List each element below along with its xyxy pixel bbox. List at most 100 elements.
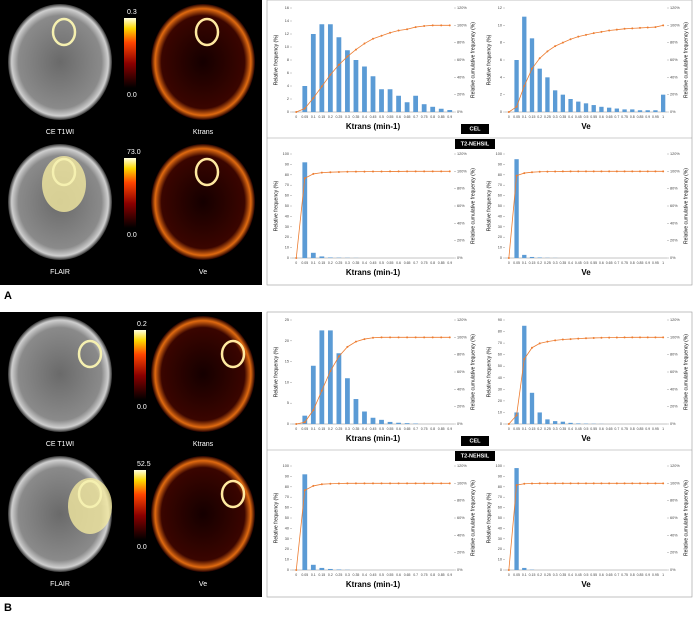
cumulative-point bbox=[554, 482, 557, 485]
x-tick-label: 0.1 bbox=[522, 115, 527, 119]
x-tick-label: 0.75 bbox=[421, 261, 428, 265]
x-tick-label: 0.65 bbox=[404, 427, 411, 431]
x-tick-label: 0.25 bbox=[335, 573, 342, 577]
bar bbox=[568, 99, 573, 112]
cumulative-point bbox=[585, 337, 587, 340]
image-label: CE T1WI bbox=[46, 129, 74, 136]
y2-tick-label: 80% bbox=[457, 499, 465, 503]
x-tick-label: 0.6 bbox=[599, 261, 604, 265]
y2-tick-label: 0% bbox=[670, 256, 676, 260]
cumulative-point bbox=[546, 170, 549, 173]
bar bbox=[447, 110, 453, 112]
bar bbox=[637, 110, 643, 112]
bar bbox=[319, 24, 325, 112]
x-tick-label: 0.3 bbox=[345, 261, 350, 265]
bar bbox=[327, 257, 333, 258]
bar bbox=[552, 90, 558, 112]
cumulative-point bbox=[577, 170, 580, 173]
cumulative-point bbox=[662, 24, 665, 27]
bar bbox=[319, 330, 325, 424]
bar bbox=[387, 421, 393, 424]
y-axis-label: Relative frequency (%) bbox=[273, 34, 279, 85]
x-tick-label: 1 bbox=[662, 261, 664, 265]
y-tick-label: 20 bbox=[285, 547, 289, 551]
y-tick-label: 70 bbox=[498, 183, 502, 187]
x-tick-label: 0.15 bbox=[529, 115, 536, 119]
y2-tick-label: 120% bbox=[670, 464, 680, 468]
cumulative-point bbox=[448, 24, 451, 27]
bar bbox=[522, 16, 527, 113]
panel-label: A bbox=[4, 290, 12, 302]
colorbar-max: 0.3 bbox=[127, 9, 137, 16]
region-box bbox=[461, 436, 489, 446]
cumulative-point bbox=[507, 257, 510, 259]
x-tick-label: 0.8 bbox=[630, 427, 635, 431]
x-tick-label: 0.2 bbox=[537, 427, 542, 431]
x-tick-label: 0 bbox=[295, 427, 297, 431]
y-tick-label: 50 bbox=[498, 516, 502, 520]
x-tick-label: 0.15 bbox=[529, 573, 536, 577]
x-tick-label: 0 bbox=[508, 261, 510, 265]
cumulative-point bbox=[320, 483, 323, 486]
colorbar bbox=[134, 470, 146, 540]
bar bbox=[421, 104, 427, 112]
lesion bbox=[220, 479, 246, 509]
bar bbox=[319, 256, 325, 258]
x-tick-label: 0.65 bbox=[606, 573, 613, 577]
cumulative-point bbox=[531, 346, 533, 349]
cumulative-point bbox=[538, 482, 541, 485]
y-tick-label: 5 bbox=[287, 401, 289, 405]
cumulative-point bbox=[406, 482, 409, 485]
x-tick-label: 0.6 bbox=[599, 573, 604, 577]
y-tick-label: 20 bbox=[498, 547, 502, 551]
lesion bbox=[51, 157, 77, 187]
bar bbox=[336, 37, 342, 112]
colorbar-min: 0.0 bbox=[137, 404, 147, 411]
x-tick-label: 0.2 bbox=[537, 261, 542, 265]
x-tick-label: 0.55 bbox=[590, 573, 597, 577]
cumulative-point bbox=[423, 336, 426, 339]
cumulative-point bbox=[523, 172, 526, 175]
bar bbox=[545, 419, 550, 424]
image-label: FLAIR bbox=[50, 581, 70, 588]
y-tick-label: 25 bbox=[285, 318, 289, 322]
x-tick-label: 0.55 bbox=[590, 427, 597, 431]
x-tick-label: 0.25 bbox=[544, 261, 551, 265]
cumulative-point bbox=[346, 55, 349, 58]
y2-tick-label: 20% bbox=[670, 239, 678, 243]
parametric-map bbox=[151, 456, 255, 572]
cumulative-point bbox=[397, 336, 400, 339]
y-axis-label: Relative frequency (%) bbox=[486, 180, 492, 231]
x-tick-label: 0.65 bbox=[606, 115, 613, 119]
bar bbox=[599, 106, 604, 112]
cumulative-point bbox=[646, 336, 649, 339]
image-label: CE T1WI bbox=[46, 441, 74, 448]
y2-tick-label: 0% bbox=[457, 568, 463, 572]
y-tick-label: 2 bbox=[287, 97, 289, 101]
colorbar-max: 52.5 bbox=[137, 461, 151, 468]
cumulative-point bbox=[600, 482, 603, 485]
y-tick-label: 70 bbox=[498, 495, 502, 499]
y2-tick-label: 100% bbox=[457, 335, 467, 339]
bar bbox=[529, 392, 535, 424]
cumulative-point bbox=[414, 170, 417, 173]
cumulative-point bbox=[423, 25, 426, 28]
y-axis-label: Relative frequency (%) bbox=[273, 492, 279, 543]
y2-tick-label: 120% bbox=[457, 6, 467, 10]
y-tick-label: 10 bbox=[498, 23, 502, 27]
bar bbox=[514, 159, 519, 258]
lesion bbox=[51, 17, 77, 47]
cumulative-point bbox=[615, 28, 618, 31]
cumulative-point bbox=[346, 482, 349, 485]
y2-axis-label: Relative cumulative frequency (%) bbox=[683, 22, 689, 98]
cumulative-point bbox=[608, 29, 611, 32]
cumulative-point bbox=[531, 171, 533, 174]
x-tick-label: 0.35 bbox=[353, 261, 360, 265]
x-tick-label: 0.4 bbox=[362, 261, 367, 265]
x-tick-label: 0.2 bbox=[328, 261, 333, 265]
bar bbox=[660, 94, 666, 112]
x-axis-label: Ve bbox=[581, 268, 591, 277]
x-tick-label: 0.9 bbox=[645, 261, 650, 265]
cumulative-point bbox=[380, 482, 383, 485]
x-tick-label: 0.7 bbox=[614, 427, 619, 431]
